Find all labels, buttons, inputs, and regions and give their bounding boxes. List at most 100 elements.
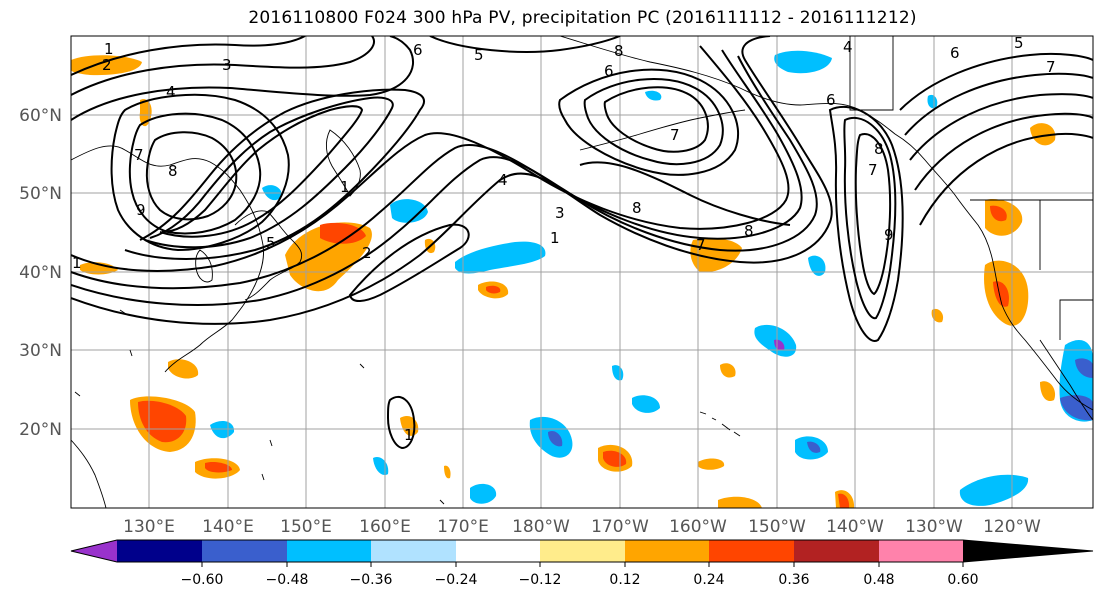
lon-label: 130°W: [905, 517, 963, 537]
coast-asia: [71, 145, 265, 373]
lat-label: 20°N: [19, 420, 62, 440]
lat-label: 40°N: [19, 263, 62, 283]
colorbar-tick-label: 0.48: [863, 572, 894, 588]
pv-contour: [904, 72, 1093, 136]
colorbar-tick-label: 0.12: [609, 572, 640, 588]
contour-label: 8: [168, 162, 178, 180]
precip-area-positive: [720, 363, 736, 378]
colorbar-tick-label: −0.24: [435, 572, 478, 588]
colorbar-tick-label: 0.60: [947, 572, 978, 588]
lon-label: 150°W: [748, 517, 806, 537]
longitude-labels: 130°E 140°E 150°E 160°E 170°E 180°W 170°…: [123, 517, 1041, 537]
pv-contour: [348, 223, 470, 302]
pv-contours: [71, 36, 1093, 450]
precip-negative-areas: [210, 50, 1093, 506]
pv-contour: [558, 68, 740, 176]
precip-area-negative: [455, 241, 546, 274]
lon-label: 180°W: [512, 517, 570, 537]
precip-area-negative: [1075, 358, 1093, 378]
precip-area-positive: [993, 281, 1009, 307]
pv-contour: [124, 88, 425, 260]
coast-mexico: [1039, 339, 1093, 421]
latitude-labels: 60°N 50°N 40°N 30°N 20°N: [19, 106, 62, 440]
colorbar-segment: [540, 540, 625, 562]
pv-contour: [71, 45, 790, 272]
colorbar-tick-label: −0.60: [181, 572, 224, 588]
colorbar-segment: [625, 540, 709, 562]
precip-area-positive: [990, 205, 1007, 222]
lon-label: 170°W: [591, 517, 649, 537]
contour-label: 9: [136, 201, 146, 219]
colorbar-segment: [287, 540, 371, 562]
lon-label: 140°W: [826, 517, 884, 537]
precip-area-negative: [959, 474, 1029, 506]
pv-contour: [919, 132, 1093, 226]
contour-label: 7: [670, 126, 680, 144]
precip-area-negative: [548, 430, 563, 447]
precip-area-negative: [774, 50, 832, 74]
lat-label: 50°N: [19, 184, 62, 204]
pv-contour-labels: 1 2 3 4 5 6 7 8 9 1 2 1 4 3 8 7 8 8 6 7 …: [72, 36, 1056, 444]
colorbar-tick-label: −0.36: [350, 572, 393, 588]
contour-label: 7: [868, 161, 878, 179]
pv-contour: [899, 52, 1093, 111]
contour-label: 1: [104, 40, 114, 58]
lon-label: 140°E: [202, 517, 254, 537]
precip-area-negative: [373, 456, 389, 476]
pv-contour: [144, 96, 394, 249]
pv-contour: [145, 131, 238, 221]
lon-label: 120°W: [983, 517, 1041, 537]
colorbar-segment: [794, 540, 879, 562]
contour-label: 3: [555, 204, 565, 222]
contour-label: 7: [696, 236, 706, 254]
precip-area-negative: [470, 483, 497, 504]
lon-label: 160°E: [359, 517, 411, 537]
border-alaska-canada: [849, 36, 894, 111]
colorbar-tick-label: −0.48: [266, 572, 309, 588]
precip-area-positive: [486, 285, 501, 294]
contour-label: 1: [550, 229, 560, 247]
precip-area-positive: [71, 55, 142, 76]
pv-contour: [71, 36, 306, 76]
colorbar: −0.60 −0.48 −0.36 −0.24 −0.12 0.12 0.24 …: [70, 539, 1094, 588]
contour-label: 6: [826, 91, 836, 109]
contour-label: 8: [874, 140, 884, 158]
precip-area-negative: [1060, 395, 1093, 421]
precip-area-positive: [444, 465, 451, 479]
pv-contour: [386, 395, 416, 450]
map-title: 2016110800 F024 300 hPa PV, precipitatio…: [248, 8, 917, 28]
precip-area-negative: [390, 199, 428, 223]
precip-area-positive: [718, 496, 762, 508]
pv-contour: [583, 78, 724, 166]
map-frame: [70, 35, 1094, 509]
contour-label: 4: [498, 171, 508, 189]
coast-korea: [195, 249, 213, 283]
colorbar-segment: [963, 540, 1093, 562]
lon-label: 160°W: [669, 517, 727, 537]
lon-label: 130°E: [123, 517, 175, 537]
pv-contour: [71, 36, 415, 121]
colorbar-segment: [879, 540, 963, 562]
contour-label: 8: [614, 42, 624, 60]
islands-pacific: [74, 309, 445, 505]
lat-label: 60°N: [19, 106, 62, 126]
pv-contour: [828, 105, 904, 342]
graticule: [71, 36, 1093, 508]
pv-contour: [854, 133, 892, 296]
precip-area-negative: [807, 441, 821, 453]
contour-label: 4: [843, 38, 853, 56]
contour-label: 8: [744, 222, 754, 240]
lat-label: 30°N: [19, 341, 62, 361]
precip-area-positive: [1040, 381, 1056, 402]
pv-contour: [603, 86, 709, 153]
contour-label: 8: [632, 199, 642, 217]
pv-contour: [71, 49, 803, 290]
pv-contour: [128, 112, 262, 235]
contour-label: 6: [604, 62, 614, 80]
precip-area-positive: [168, 359, 199, 379]
precip-area-positive: [838, 493, 850, 508]
lon-label: 150°E: [280, 517, 332, 537]
colorbar-tick-labels: −0.60 −0.48 −0.36 −0.24 −0.12 0.12 0.24 …: [181, 572, 979, 588]
precip-area-positive: [1030, 123, 1056, 146]
